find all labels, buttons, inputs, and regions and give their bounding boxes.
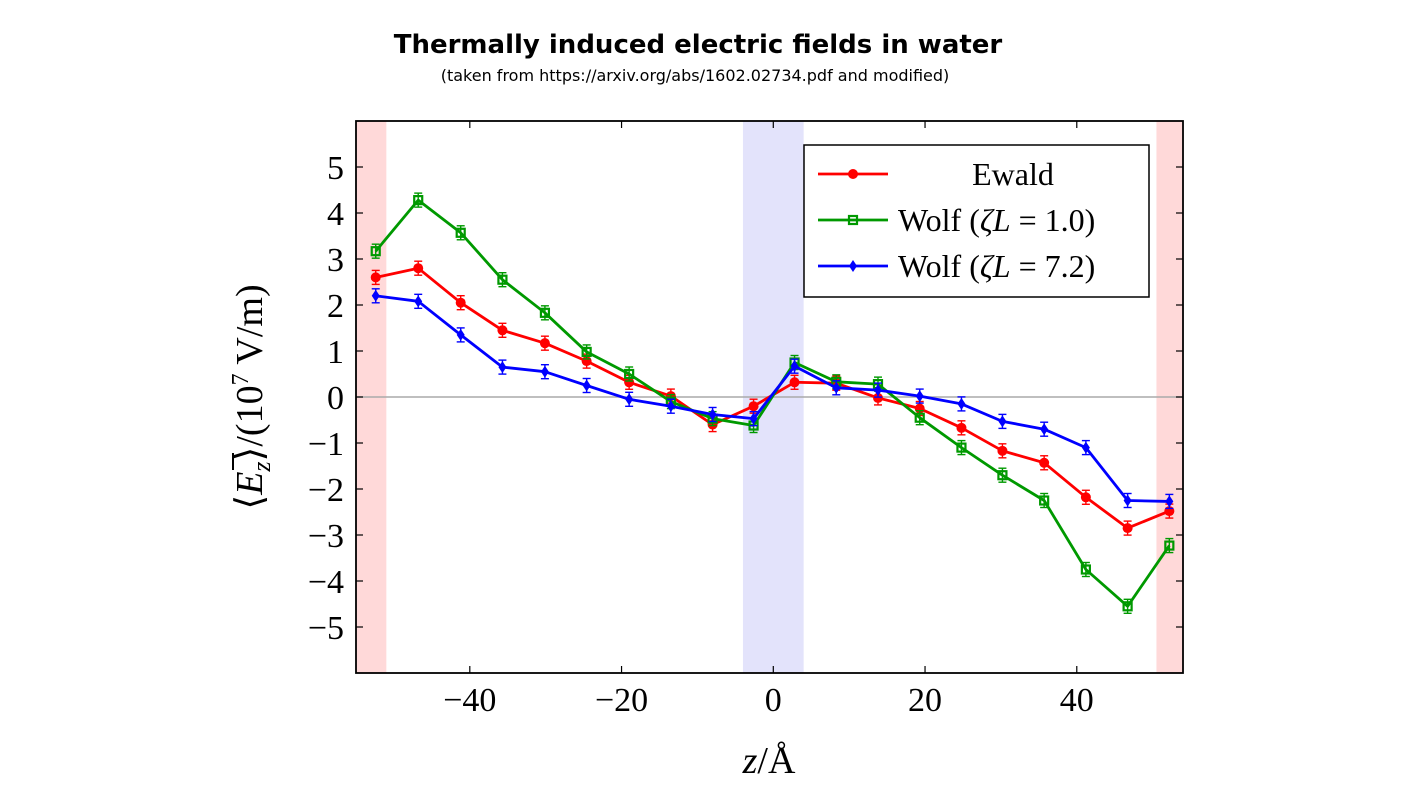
data-point: [1164, 540, 1175, 551]
series-line: [375, 294, 1170, 503]
data-point: [497, 274, 508, 285]
data-point: [1165, 495, 1174, 508]
x-tick-label: −20: [595, 682, 648, 719]
data-point: [1122, 601, 1133, 612]
legend-label-prefix: Wolf (: [898, 248, 980, 284]
legend-label: Wolf (ζL = 7.2): [898, 248, 1095, 284]
data-point: [832, 381, 841, 394]
data-point: [455, 227, 466, 238]
data-point: [1039, 457, 1050, 468]
data-point: [1123, 494, 1132, 507]
series-3: [371, 288, 1174, 510]
data-point: [872, 392, 883, 403]
x-tick-label: 0: [765, 682, 782, 719]
legend-entry-3: Wolf (ζL = 7.2): [818, 248, 1095, 284]
y-tick-label: −2: [308, 472, 344, 509]
data-point: [540, 365, 549, 378]
data-point: [1081, 441, 1090, 454]
data-point: [370, 246, 381, 257]
data-point: [956, 422, 967, 433]
data-point: [371, 289, 380, 302]
data-point: [848, 169, 858, 179]
data-point: [956, 442, 967, 453]
y-tick-label: −3: [308, 518, 344, 555]
data-point: [1040, 423, 1049, 436]
x-tick-label: 40: [1060, 682, 1094, 719]
data-point: [666, 400, 675, 413]
axis-ticks: −40 −20 0 20 40 5 4 3 2 1 0 −1 −2 −3 −4 −5: [308, 121, 1183, 719]
legend-entry-1: Ewald: [818, 156, 1054, 192]
data-point: [414, 295, 423, 308]
data-point: [413, 195, 424, 206]
y-axis-open-bracket: ⟨: [229, 495, 271, 510]
data-point: [847, 214, 859, 226]
legend-label: Wolf (ζL = 1.0): [898, 202, 1095, 238]
data-point: [624, 377, 635, 388]
y-tick-label: 0: [327, 380, 344, 417]
y-tick-label: −5: [308, 610, 344, 647]
chart-subtitle: (taken from https://arxiv.org/abs/1602.0…: [440, 66, 950, 85]
y-tick-label: 3: [327, 242, 344, 279]
data-point: [749, 412, 758, 425]
data-point: [498, 361, 507, 374]
data-point: [789, 377, 800, 388]
legend-entry-2: Wolf (ζL = 1.0): [818, 202, 1095, 238]
data-point: [914, 412, 925, 423]
data-point: [455, 297, 466, 308]
chart-title: Thermally induced electric fields in wat…: [393, 30, 1003, 60]
data-point: [1080, 564, 1091, 575]
data-point: [581, 346, 592, 358]
y-tick-label: 1: [327, 334, 344, 371]
data-point: [748, 401, 759, 412]
data-point: [849, 260, 857, 272]
data-point: [413, 263, 424, 274]
legend-label-suffix: = 7.2): [1011, 248, 1096, 284]
y-axis-exponent: 7: [228, 373, 254, 385]
x-tick-label: 20: [908, 682, 942, 719]
x-axis-separator: /: [757, 740, 768, 782]
data-point: [1122, 523, 1133, 534]
x-axis-unit: Å: [768, 740, 796, 782]
data-point: [625, 393, 634, 406]
data-point: [790, 360, 799, 373]
legend-label-suffix: = 1.0): [1011, 202, 1096, 238]
data-point: [708, 408, 717, 421]
legend-label-prefix: Wolf (: [898, 202, 980, 238]
y-tick-label: −4: [308, 564, 344, 601]
x-tick-label: −40: [443, 682, 496, 719]
y-tick-label: 4: [327, 196, 344, 233]
legend-label-variable: ζL: [980, 202, 1011, 238]
data-point: [1080, 492, 1091, 503]
data-point: [456, 328, 465, 341]
data-point: [582, 379, 591, 392]
y-tick-label: 5: [327, 150, 344, 187]
series-layer: [370, 192, 1175, 614]
y-axis-subscript: z: [247, 461, 276, 472]
y-axis-label: ⟨Ez⟩/(107 V/m): [228, 284, 276, 509]
data-point: [915, 390, 924, 403]
data-point: [997, 470, 1008, 481]
data-point: [873, 384, 882, 397]
data-point: [1039, 495, 1050, 506]
data-point: [539, 338, 550, 349]
legend-label: Ewald: [972, 156, 1054, 192]
data-point: [497, 325, 508, 336]
data-point: [624, 368, 635, 380]
x-axis-label: z/Å: [742, 740, 796, 782]
series-1: [370, 260, 1175, 536]
y-axis-unit-prefix: ⟩/(10: [229, 385, 271, 461]
x-axis-variable: z: [742, 740, 758, 782]
data-point: [998, 415, 1007, 428]
y-tick-label: −1: [308, 426, 344, 463]
data-point: [539, 307, 551, 318]
data-point: [957, 397, 966, 410]
y-axis-variable: E: [229, 472, 271, 496]
legend-label-variable: ζL: [980, 248, 1011, 284]
y-tick-label: 2: [327, 288, 344, 325]
data-point: [370, 272, 381, 283]
y-axis-unit: V/m): [229, 284, 271, 373]
data-point: [997, 445, 1008, 456]
